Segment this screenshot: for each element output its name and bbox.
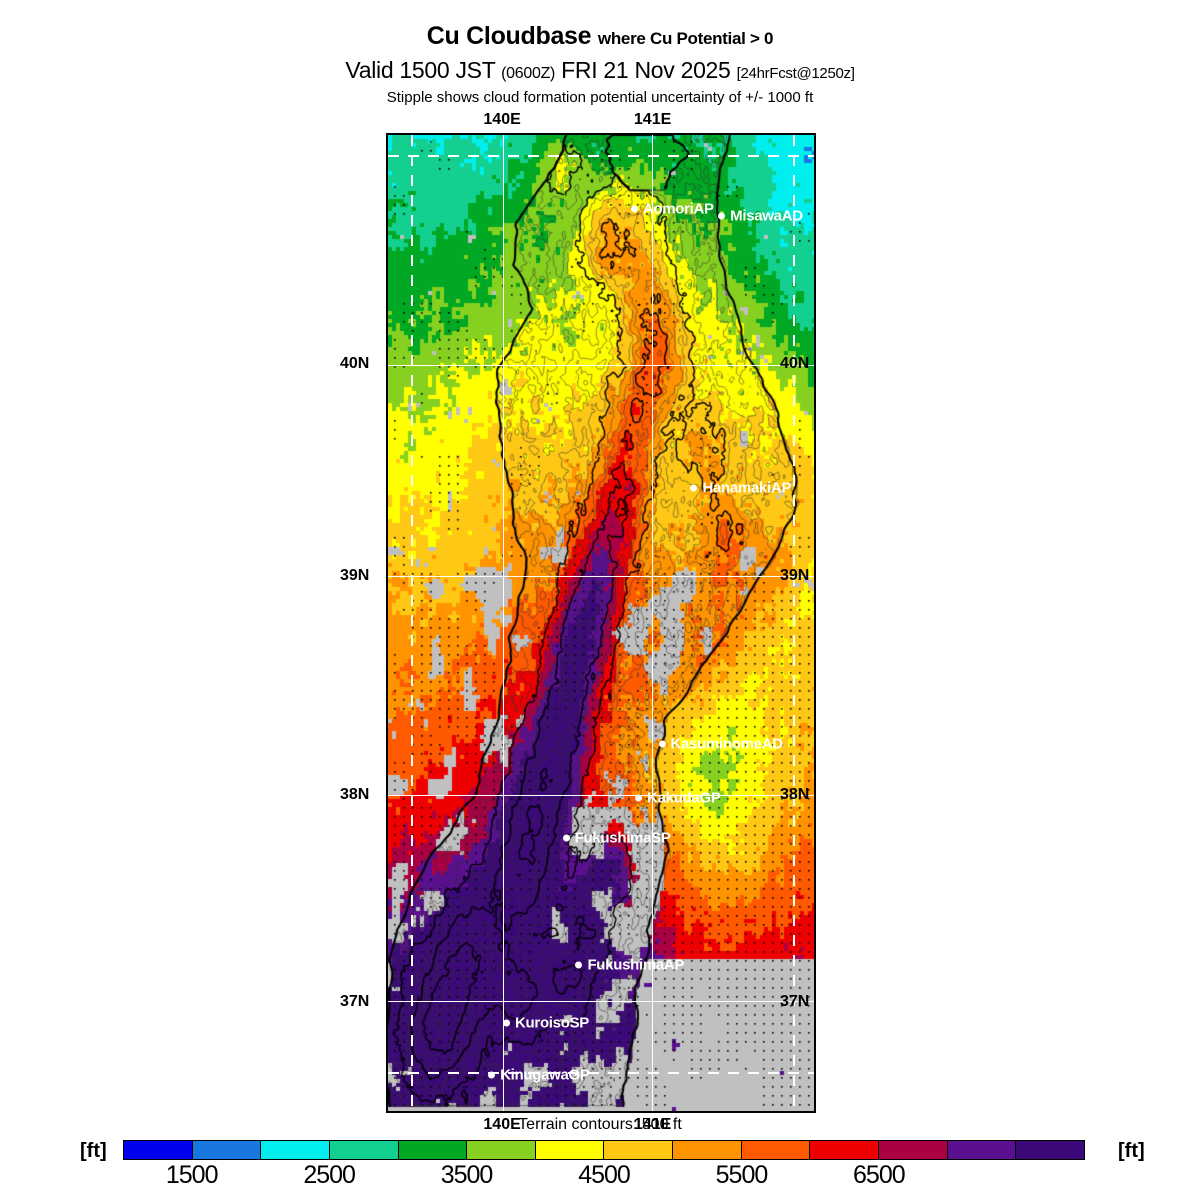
- colorbar-tick-6500: 6500: [853, 1161, 906, 1189]
- colorbar-unit-right: [ft]: [1118, 1140, 1145, 1162]
- gridline-lon-0: [503, 135, 505, 1111]
- terrain-contour-note: Terrain contours: 500 ft: [518, 1116, 682, 1133]
- lat-label-left-39N: 39N: [340, 566, 370, 584]
- gridline-lat-1: [388, 576, 814, 578]
- colorbar-swatch-8: [673, 1141, 742, 1159]
- valid-time-local: Valid 1500 JST: [345, 57, 496, 83]
- cloudbase-raster: [388, 135, 814, 1111]
- forecast-run-info: [24hrFcst@1250z]: [736, 65, 855, 82]
- colorbar-tick-4500: 4500: [578, 1161, 631, 1189]
- title-main: Cu Cloudbase: [426, 22, 592, 50]
- valid-time-utc: (0600Z): [501, 65, 556, 82]
- colorbar-swatch-11: [879, 1141, 948, 1159]
- lat-label-right-38N: 38N: [780, 786, 810, 804]
- gridline-lat-0: [388, 365, 814, 367]
- lat-label-left-38N: 38N: [340, 786, 370, 804]
- gridline-lon-1: [652, 135, 654, 1111]
- stipple-explanation: Stipple shows cloud formation potential …: [386, 89, 814, 106]
- colorbar-swatch-6: [535, 1141, 605, 1159]
- domain-boundary-seg-0: [411, 135, 414, 1111]
- lon-label-top-141E: 141E: [633, 111, 672, 128]
- colorbar-swatch-7: [604, 1141, 674, 1159]
- colorbar-swatch-13: [1016, 1141, 1084, 1159]
- colorbar-swatch-9: [741, 1141, 811, 1159]
- colorbar-swatch-12: [947, 1141, 1017, 1159]
- colorbar-tick-2500: 2500: [303, 1161, 356, 1189]
- valid-date: FRI 21 Nov 2025: [561, 57, 731, 83]
- domain-boundary-seg-1: [792, 135, 795, 1111]
- gridline-lat-3: [388, 1000, 814, 1002]
- lat-label-right-40N: 40N: [780, 355, 810, 373]
- page-title: Cu Cloudbase where Cu Potential > 0: [0, 22, 1200, 51]
- lat-label-left-40N: 40N: [340, 355, 370, 373]
- title-condition: where Cu Potential > 0: [597, 29, 774, 48]
- colorbar-tick-3500: 3500: [440, 1161, 494, 1189]
- colorbar-tick-5500: 5500: [715, 1161, 769, 1189]
- colorbar-swatch-2: [261, 1141, 330, 1159]
- colorbar-tick-labels: 1500 2500 3500 4500 5500 6500: [123, 1161, 1085, 1195]
- domain-boundary-seg-3: [388, 1071, 814, 1074]
- colorbar-tick-1500: 1500: [165, 1161, 219, 1189]
- colorbar-swatch-10: [810, 1141, 880, 1159]
- lon-label-bottom-141E: 141E: [633, 1116, 672, 1133]
- colorbar-swatch-3: [329, 1141, 399, 1159]
- lon-label-bottom-140E: 140E: [483, 1116, 521, 1133]
- colorbar-swatch-4: [398, 1141, 468, 1159]
- colorbar-unit-left: [ft]: [80, 1140, 107, 1162]
- lat-label-right-37N: 37N: [780, 993, 810, 1011]
- lon-label-top-140E: 140E: [483, 111, 521, 128]
- domain-boundary-seg-2: [388, 154, 814, 157]
- colorbar-swatch-0: [124, 1141, 193, 1159]
- gridline-lat-2: [388, 794, 814, 796]
- colorbar-swatch-5: [467, 1141, 536, 1159]
- title-block: Cu Cloudbase where Cu Potential > 0 Vali…: [0, 22, 1200, 106]
- lat-label-right-39N: 39N: [780, 566, 810, 584]
- forecast-map[interactable]: AomoriAP MisawaAD HanamakiAP KasuminomeAD Ka…: [386, 133, 816, 1113]
- colorbar-swatch-1: [192, 1141, 262, 1159]
- lat-label-left-37N: 37N: [340, 993, 370, 1011]
- colorbar[interactable]: [123, 1140, 1085, 1160]
- valid-time-line: Valid 1500 JST (0600Z) FRI 21 Nov 2025 […: [0, 57, 1200, 84]
